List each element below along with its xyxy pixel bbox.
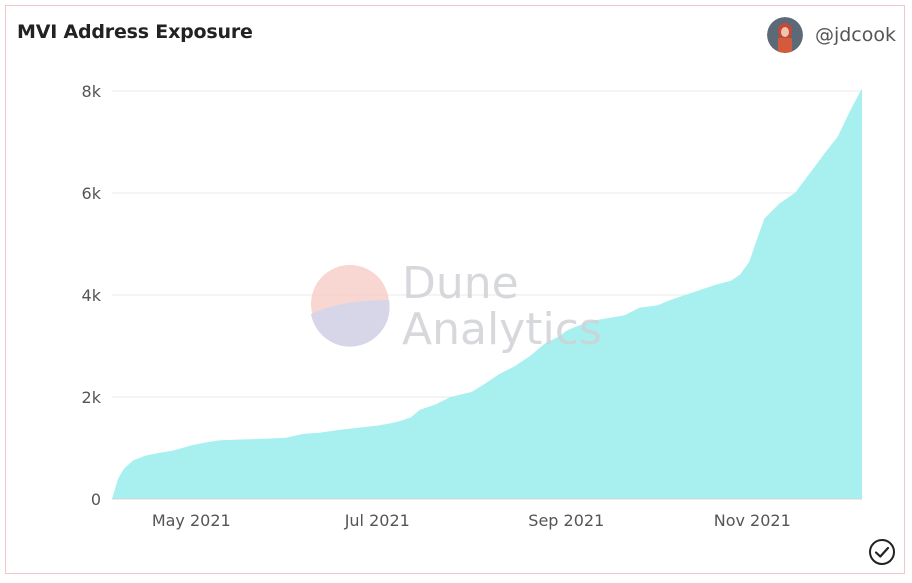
check-circle-icon [869,539,895,565]
y-tick-label: 6k [82,184,102,203]
x-axis: May 2021 Jul 2021 Sep 2021 Nov 2021 [152,511,791,530]
author-handle[interactable]: @jdcook [814,24,896,46]
y-tick-label: 8k [82,82,102,101]
x-tick-label: Jul 2021 [344,511,410,530]
area-series [112,88,862,500]
x-tick-label: Nov 2021 [714,511,791,530]
x-tick-label: May 2021 [152,511,231,530]
y-tick-label: 0 [91,490,101,509]
y-tick-label: 4k [82,286,102,305]
area-layer [112,88,862,500]
watermark-line1: Dune [402,258,519,309]
y-axis: 0 2k 4k 6k 8k [82,82,102,509]
watermark-logo-bottom [311,300,390,347]
y-tick-label: 2k [82,388,102,407]
watermark-line2: Analytics [402,304,602,355]
x-tick-label: Sep 2021 [528,511,604,530]
author-info[interactable]: @jdcook [766,17,896,53]
chart-title: MVI Address Exposure [17,21,253,43]
user-avatar-icon[interactable] [766,17,803,53]
watermark: Dune Analytics [311,258,602,355]
